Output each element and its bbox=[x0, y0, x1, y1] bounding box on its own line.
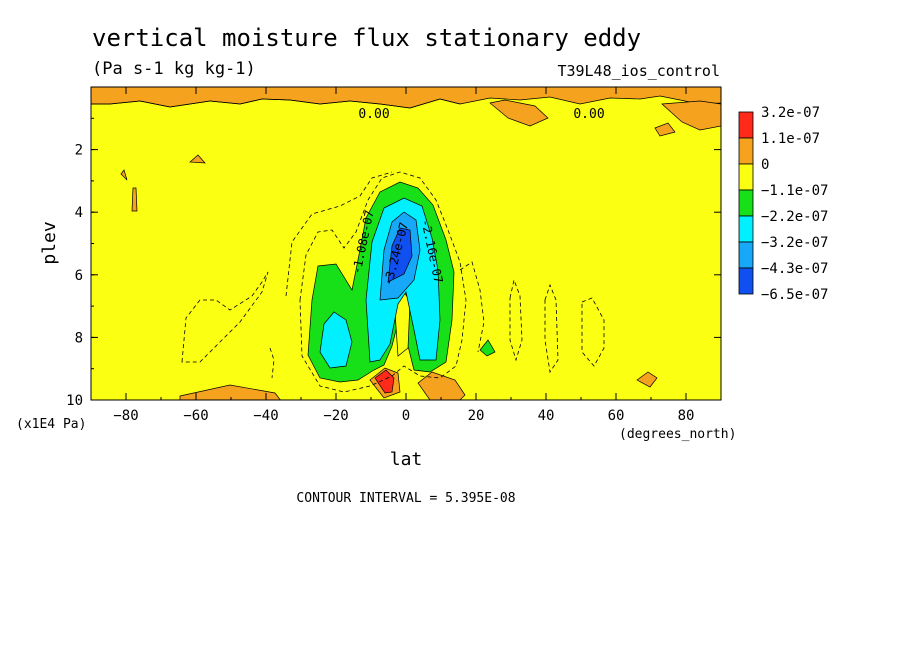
legend: 3.2e-07 1.1e-07 0 −1.1e-07 −2.2e-07 −3.2e-07 −… bbox=[738, 105, 828, 303]
legend-label: 1.1e-07 bbox=[761, 131, 820, 147]
y-tick-label: 8 bbox=[75, 330, 83, 346]
red-patch bbox=[374, 369, 395, 394]
zero-contours bbox=[91, 98, 461, 109]
legend-label: −3.2e-07 bbox=[761, 235, 828, 251]
orange-patch bbox=[417, 371, 466, 400]
x-tick-label: 40 bbox=[538, 408, 555, 424]
contour-label: 0.00 bbox=[573, 107, 604, 122]
legend-swatch bbox=[738, 163, 754, 191]
x-tick-label: 20 bbox=[468, 408, 485, 424]
legend-swatch bbox=[738, 241, 754, 269]
y-tick-label: 10 bbox=[66, 393, 83, 409]
orange-patch bbox=[179, 384, 281, 400]
orange-patch bbox=[189, 154, 206, 164]
y-tick-label: 6 bbox=[75, 268, 83, 284]
legend-label: −1.1e-07 bbox=[761, 183, 828, 199]
y-axis: 2 4 6 8 10 bbox=[66, 117, 721, 409]
x-tick-label: −20 bbox=[323, 408, 348, 424]
orange-patch bbox=[489, 99, 549, 127]
x-tick-label: 0 bbox=[402, 408, 410, 424]
legend-label: −6.5e-07 bbox=[761, 287, 828, 303]
x-tick-label: −40 bbox=[253, 408, 278, 424]
legend-swatch bbox=[738, 189, 754, 217]
legend-swatch bbox=[738, 137, 754, 165]
chart-units: (Pa s-1 kg kg-1) bbox=[92, 59, 256, 79]
x-axis-units: (degrees_north) bbox=[619, 427, 736, 442]
x-tick-label: −60 bbox=[183, 408, 208, 424]
orange-patch bbox=[120, 169, 128, 181]
legend-swatch bbox=[738, 267, 754, 295]
y-tick-label: 2 bbox=[75, 143, 83, 159]
legend-label: 3.2e-07 bbox=[761, 105, 820, 121]
x-axis: −80 −60 −40 −20 0 20 40 60 80 bbox=[90, 87, 722, 424]
dark-blue-core bbox=[387, 227, 413, 283]
contour-field bbox=[91, 87, 721, 400]
legend-swatch bbox=[738, 111, 754, 139]
legend-swatch bbox=[738, 215, 754, 243]
label-bg bbox=[570, 106, 608, 120]
dataset-label: T39L48_ios_control bbox=[557, 62, 720, 80]
orange-patch bbox=[654, 122, 676, 137]
y-tick-label: 4 bbox=[75, 205, 83, 221]
x-axis-label: lat bbox=[390, 449, 423, 470]
cyan-region-left bbox=[319, 311, 353, 369]
label-bg bbox=[355, 106, 393, 120]
legend-label: −2.2e-07 bbox=[761, 209, 828, 225]
x-tick-label: 80 bbox=[678, 408, 695, 424]
legend-label: −4.3e-07 bbox=[761, 261, 828, 277]
orange-patch bbox=[131, 187, 138, 212]
y-axis-units: (x1E4 Pa) bbox=[16, 417, 86, 432]
green-patch bbox=[479, 339, 496, 357]
orange-patch bbox=[636, 371, 658, 388]
x-tick-label: 60 bbox=[608, 408, 625, 424]
contour-interval: CONTOUR INTERVAL = 5.395E-08 bbox=[296, 491, 515, 506]
x-tick-label: −80 bbox=[113, 408, 138, 424]
chart-title: vertical moisture flux stationary eddy bbox=[92, 24, 641, 52]
contour-label: 0.00 bbox=[358, 107, 389, 122]
dashed-contours bbox=[181, 171, 605, 393]
y-axis-label: plev bbox=[39, 221, 60, 264]
orange-patch bbox=[661, 100, 721, 131]
legend-label: 0 bbox=[761, 157, 769, 173]
